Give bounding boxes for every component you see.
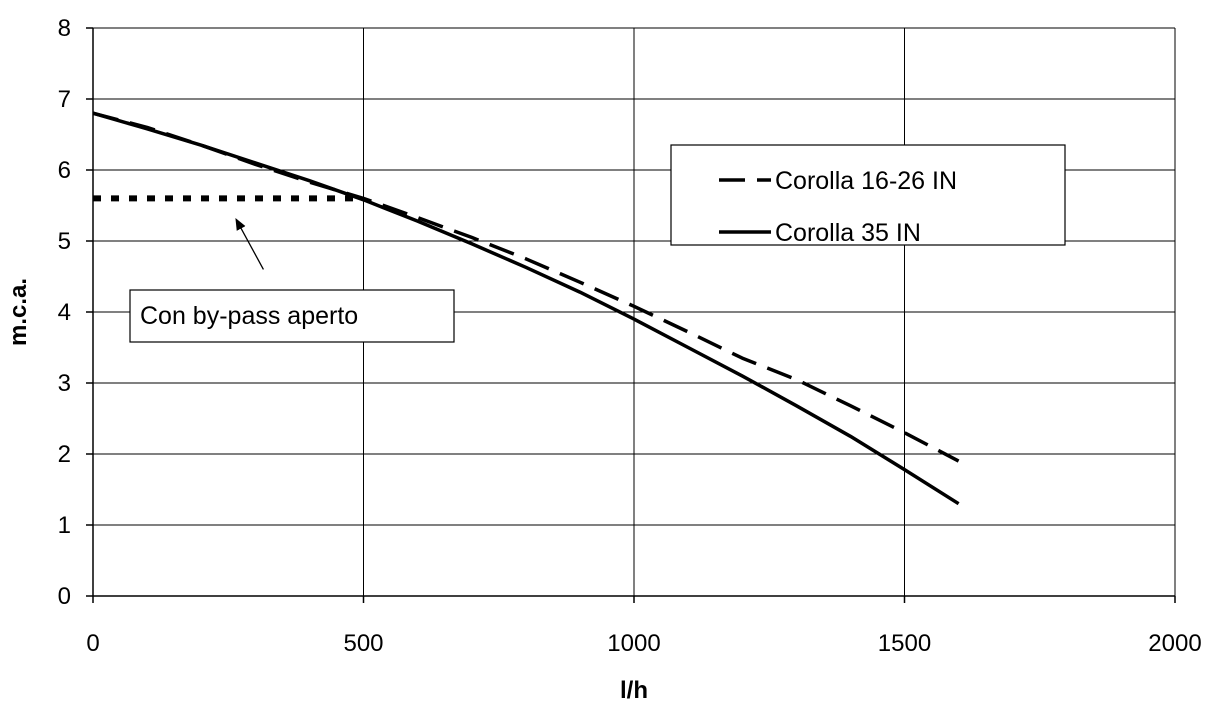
y-tick-label: 2: [58, 441, 71, 468]
y-tick-label: 7: [58, 86, 71, 113]
x-tick-label: 1500: [878, 630, 931, 657]
x-tick-label: 2000: [1148, 630, 1201, 657]
x-tick-label: 1000: [607, 630, 660, 657]
series-line-corolla-16-26-in: [92, 111, 960, 463]
y-tick-label: 8: [58, 15, 71, 42]
legend-label: Corolla 35 IN: [775, 219, 921, 247]
legend: Corolla 16-26 IN Corolla 35 IN: [670, 144, 1066, 247]
legend-label: Corolla 16-26 IN: [775, 167, 957, 195]
y-tick-label: 3: [58, 370, 71, 397]
y-tick-label: 5: [58, 228, 71, 255]
gridlines: [92, 27, 1176, 597]
y-tick-label: 1: [58, 512, 71, 539]
annotation-text: Con by-pass aperto: [140, 302, 358, 330]
annotations: Con by-pass aperto: [129, 217, 455, 343]
x-axis-title: l/h: [620, 677, 648, 704]
annotation-box: [129, 289, 455, 343]
series-line-corolla-35-in: [92, 111, 960, 506]
x-tick-label: 0: [86, 630, 99, 657]
series-lines: [92, 111, 960, 506]
tick-labels: 0 1 2 3 4 5 6 7 8 0 500 1000 1500 2000: [58, 15, 1202, 657]
legend-box: [670, 144, 1066, 246]
y-tick-label: 4: [58, 299, 71, 326]
x-tick-label: 500: [343, 630, 383, 657]
axes: [86, 27, 1176, 603]
y-tick-label: 6: [58, 157, 71, 184]
y-tick-label: 0: [58, 583, 71, 610]
y-axis-title: m.c.a.: [5, 278, 32, 346]
annotation-arrow: [235, 217, 264, 270]
